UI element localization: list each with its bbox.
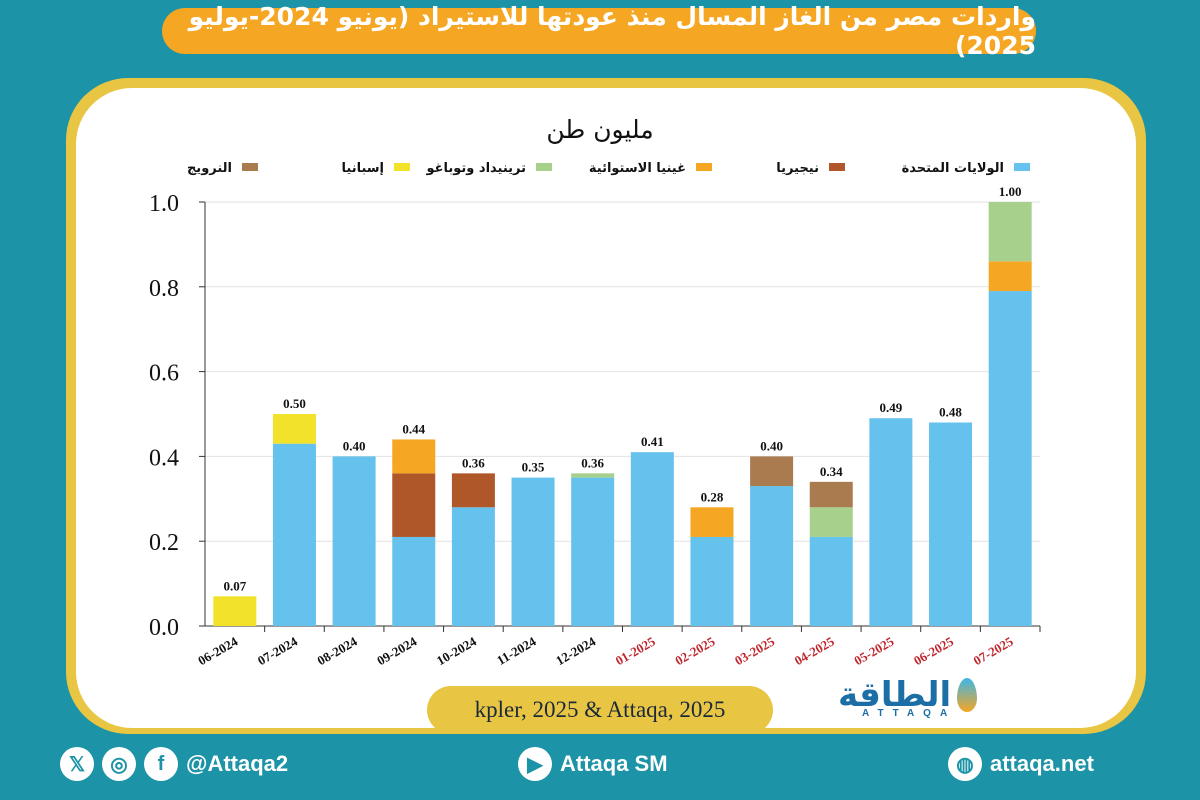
- youtube-link[interactable]: ▶ Attaqa SM: [518, 742, 668, 786]
- bar-total-label: 0.40: [760, 438, 783, 453]
- legend-label: النرويج: [187, 161, 232, 176]
- bar-segment: [809, 507, 853, 537]
- legend-label: غينيا الاستوائية: [589, 161, 686, 176]
- bar-segment: [571, 473, 615, 478]
- bar-segment: [988, 202, 1032, 262]
- y-tick-label: 0.8: [149, 276, 179, 302]
- bar-total-label: 0.49: [880, 400, 903, 415]
- instagram-icon[interactable]: ◎: [102, 747, 136, 781]
- bar-segment: [988, 261, 1032, 292]
- bar-total-label: 0.36: [581, 455, 604, 470]
- bar-segment: [690, 507, 734, 537]
- social-handle[interactable]: @Attaqa2: [186, 751, 289, 776]
- logo-text: الطاقة: [838, 675, 952, 715]
- legend-swatch: [1014, 163, 1030, 171]
- unit-label: مليون طن: [546, 115, 653, 144]
- x-tick-label: 10-2024: [434, 633, 479, 668]
- globe-icon: ◍: [948, 747, 982, 781]
- bar-segment: [750, 456, 794, 487]
- x-tick-label: 01-2025: [613, 633, 658, 668]
- bar-segment: [332, 456, 376, 626]
- source-label: kpler, 2025 & Attaqa, 2025: [427, 686, 773, 734]
- bar-total-label: 0.28: [701, 489, 724, 504]
- x-tick-label: 06-2024: [195, 633, 240, 668]
- bar-segment: [869, 418, 913, 626]
- logo-latin: ATTAQA: [862, 708, 957, 719]
- y-tick-label: 0.4: [149, 445, 179, 471]
- bar-segment: [272, 443, 316, 626]
- bar-segment: [272, 414, 316, 444]
- x-tick-label: 08-2024: [315, 633, 360, 668]
- bar-segment: [988, 291, 1032, 626]
- website-link[interactable]: ◍ attaqa.net: [948, 742, 1094, 786]
- bar-total-label: 0.41: [641, 434, 664, 449]
- bar-segment: [929, 422, 973, 626]
- bar-segment: [571, 477, 615, 626]
- legend-swatch: [394, 163, 410, 171]
- legend-swatch: [829, 163, 845, 171]
- bar-segment: [392, 473, 436, 537]
- bar-segment: [511, 477, 555, 626]
- bar-segment: [809, 481, 853, 508]
- legend-label: الولايات المتحدة: [902, 161, 1004, 176]
- bar-total-label: 0.48: [939, 404, 962, 419]
- x-tick-label: 05-2025: [851, 633, 896, 668]
- attaqa-logo: الطاقة: [838, 668, 1008, 722]
- legend-swatch: [242, 163, 258, 171]
- y-tick-label: 0.0: [149, 615, 179, 641]
- y-tick-label: 1.0: [149, 191, 179, 217]
- legend-swatch: [696, 163, 712, 171]
- x-tick-label: 07-2024: [255, 633, 300, 668]
- bar-segment: [392, 439, 436, 474]
- facebook-icon[interactable]: f: [144, 747, 178, 781]
- x-icon[interactable]: 𝕏: [60, 747, 94, 781]
- legend-swatch: [536, 163, 552, 171]
- website-label: attaqa.net: [990, 751, 1094, 776]
- x-tick-label: 09-2024: [374, 633, 419, 668]
- bar-total-label: 0.07: [223, 578, 246, 593]
- bar-segment: [750, 486, 794, 626]
- x-tick-label: 04-2025: [792, 633, 837, 668]
- bar-segment: [809, 536, 853, 626]
- bar-segment: [451, 507, 495, 626]
- x-tick-label: 12-2024: [553, 633, 598, 668]
- bar-segment: [630, 452, 674, 626]
- bar-segment: [451, 473, 495, 508]
- x-tick-label: 11-2024: [494, 633, 539, 668]
- source-text: kpler, 2025 & Attaqa, 2025: [474, 697, 726, 722]
- bar-total-label: 0.34: [820, 464, 843, 479]
- y-tick-label: 0.6: [149, 361, 179, 387]
- youtube-label: Attaqa SM: [560, 751, 668, 776]
- x-tick-label: 06-2025: [911, 633, 956, 668]
- bar-total-label: 1.00: [999, 184, 1022, 199]
- bar-segment: [392, 536, 436, 626]
- chart-title-banner: واردات مصر من الغاز المسال منذ عودتها لل…: [162, 2, 1036, 60]
- chart-title: واردات مصر من الغاز المسال منذ عودتها لل…: [188, 2, 1036, 60]
- x-tick-label: 07-2025: [971, 633, 1016, 668]
- youtube-icon: ▶: [518, 747, 552, 781]
- bar-total-label: 0.44: [402, 421, 425, 436]
- drop-icon: [957, 678, 978, 712]
- social-links: 𝕏 ◎ f @Attaqa2: [60, 742, 288, 786]
- legend-label: إسبانيا: [342, 161, 385, 176]
- bar-segment: [213, 596, 257, 626]
- bar-total-label: 0.40: [343, 438, 366, 453]
- legend-label: نيجيريا: [776, 161, 819, 176]
- bar-total-label: 0.35: [522, 460, 545, 475]
- y-tick-label: 0.2: [149, 530, 179, 556]
- legend-label: ترينيداد وتوباغو: [425, 161, 526, 176]
- x-tick-label: 02-2025: [672, 633, 717, 668]
- x-tick-label: 03-2025: [732, 633, 777, 668]
- bar-total-label: 0.36: [462, 455, 485, 470]
- bar-segment: [690, 536, 734, 626]
- bar-total-label: 0.50: [283, 396, 306, 411]
